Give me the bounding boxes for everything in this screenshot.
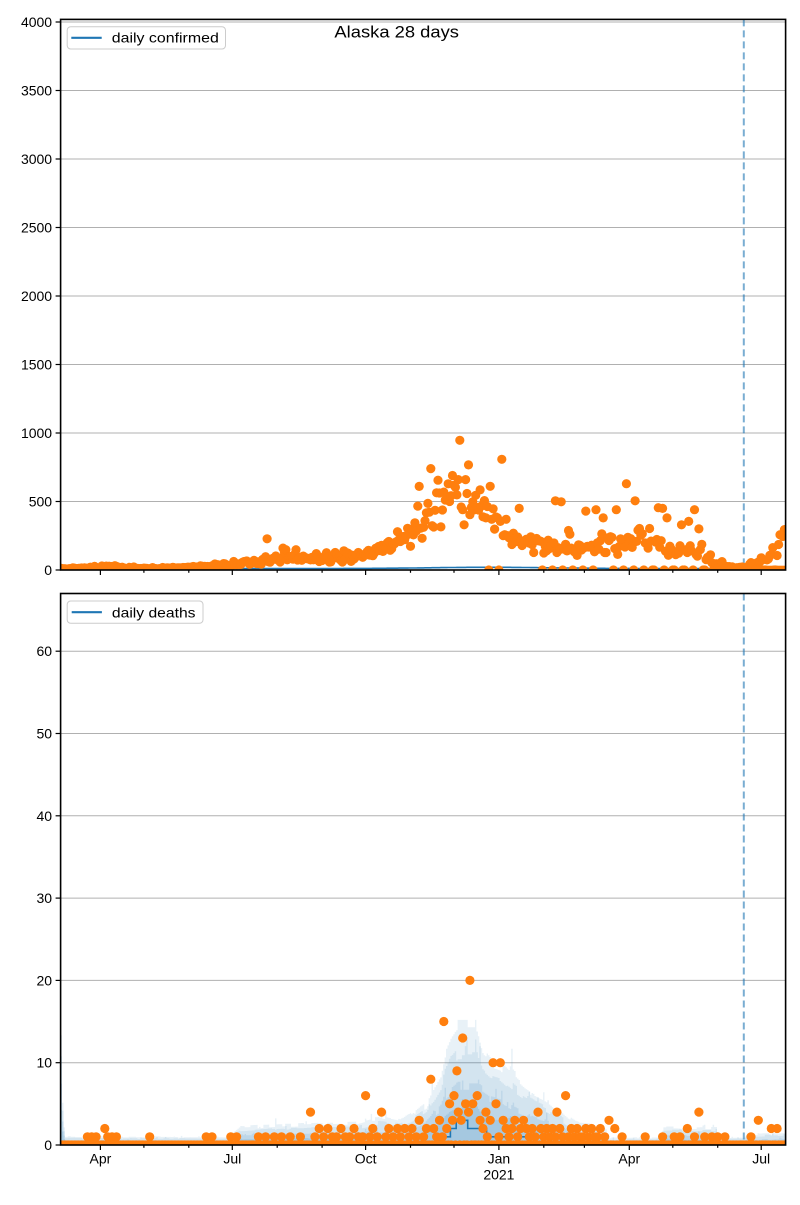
svg-text:3000: 3000 — [21, 151, 52, 167]
svg-text:Oct: Oct — [355, 1151, 377, 1167]
svg-text:20: 20 — [37, 972, 53, 988]
svg-text:500: 500 — [29, 494, 53, 510]
svg-text:1000: 1000 — [21, 425, 52, 441]
svg-text:1500: 1500 — [21, 357, 52, 373]
svg-text:daily confirmed: daily confirmed — [112, 30, 219, 46]
svg-text:2000: 2000 — [21, 288, 52, 304]
svg-text:50: 50 — [37, 726, 53, 742]
svg-text:40: 40 — [37, 808, 53, 824]
svg-text:Jan: Jan — [488, 1151, 511, 1167]
svg-text:30: 30 — [37, 890, 53, 906]
svg-text:Apr: Apr — [618, 1151, 640, 1167]
svg-text:0: 0 — [44, 1137, 52, 1153]
svg-text:Alaska 28 days: Alaska 28 days — [334, 24, 459, 42]
svg-text:4000: 4000 — [21, 14, 52, 30]
svg-text:Apr: Apr — [90, 1151, 112, 1167]
svg-text:2021: 2021 — [483, 1167, 514, 1183]
svg-text:3500: 3500 — [21, 83, 52, 99]
svg-text:0: 0 — [44, 562, 52, 578]
svg-text:Jul: Jul — [752, 1151, 770, 1167]
svg-text:60: 60 — [37, 643, 53, 659]
svg-text:daily deaths: daily deaths — [112, 605, 196, 621]
svg-text:Jul: Jul — [223, 1151, 241, 1167]
svg-text:10: 10 — [37, 1055, 53, 1071]
svg-text:2500: 2500 — [21, 220, 52, 236]
